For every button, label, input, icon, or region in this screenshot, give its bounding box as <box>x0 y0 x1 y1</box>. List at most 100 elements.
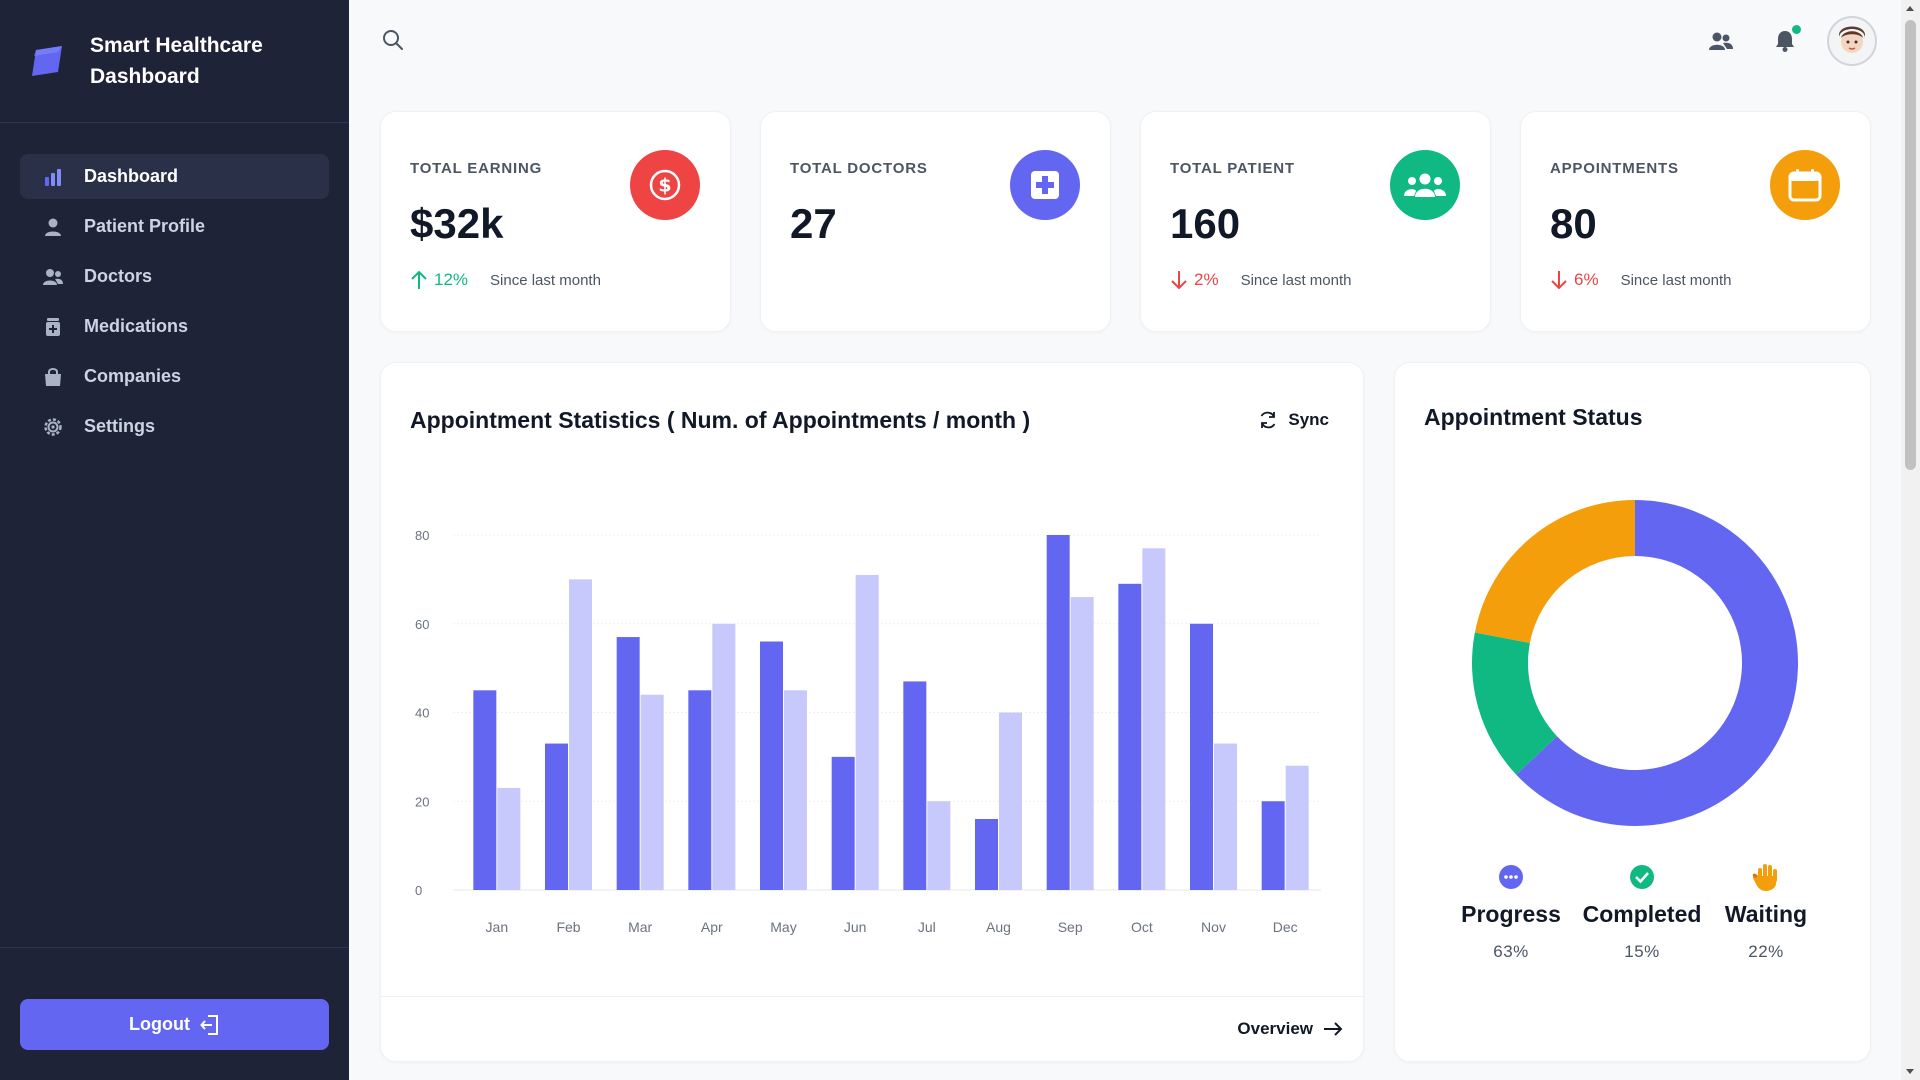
notifications-button[interactable] <box>1763 19 1807 63</box>
stat-change: 2% <box>1194 270 1219 289</box>
shopping-bag-icon <box>42 366 64 388</box>
bar[interactable] <box>999 712 1022 891</box>
donut-slice[interactable] <box>1472 632 1558 775</box>
legend-percent: 15% <box>1624 942 1660 961</box>
x-tick-label: Apr <box>701 919 723 935</box>
bell-icon <box>1776 31 1794 52</box>
sidebar-nav: Dashboard Patient Profile Doctors Medica… <box>20 154 329 454</box>
bar[interactable] <box>975 819 998 890</box>
stat-change: 12% <box>434 270 469 289</box>
bar[interactable] <box>927 801 951 890</box>
user-icon <box>42 216 64 238</box>
x-tick-label: Aug <box>986 919 1011 935</box>
sidebar-item-dashboard[interactable]: Dashboard <box>20 154 329 199</box>
stat-value: 27 <box>790 200 837 247</box>
x-tick-label: Oct <box>1131 919 1153 935</box>
scroll-up-arrow[interactable] <box>1906 6 1914 11</box>
chart-footer: Overview <box>381 996 1365 1063</box>
stat-value: 80 <box>1550 200 1597 247</box>
avatar-image <box>1829 18 1875 64</box>
stat-title: TOTAL DOCTORS <box>790 160 928 177</box>
bar[interactable] <box>1190 623 1213 890</box>
bar[interactable] <box>1261 801 1285 890</box>
bar[interactable] <box>616 637 640 890</box>
sidebar-item-settings[interactable]: Settings <box>20 404 329 449</box>
avatar[interactable] <box>1827 16 1877 66</box>
bar[interactable] <box>855 574 879 890</box>
refresh-icon <box>1261 411 1276 429</box>
arrow-up-icon <box>411 270 427 289</box>
sidebar-item-patient-profile[interactable]: Patient Profile <box>20 204 329 249</box>
bar[interactable] <box>1118 583 1142 890</box>
y-tick-label: 20 <box>415 794 429 809</box>
stat-footer: 12% Since last month <box>410 270 601 290</box>
stat-title: APPOINTMENTS <box>1550 160 1679 177</box>
sidebar-item-label: Settings <box>84 416 156 436</box>
bar[interactable] <box>640 694 664 890</box>
bar[interactable] <box>760 641 783 891</box>
stat-since: Since last month <box>1240 271 1352 289</box>
sidebar-item-medications[interactable]: Medications <box>20 304 329 349</box>
appointment-status-card: Appointment Status Progress 63% Complete… <box>1394 362 1871 1062</box>
bar[interactable] <box>1214 743 1237 890</box>
bar[interactable] <box>712 623 736 890</box>
donut-slice[interactable] <box>1516 500 1798 826</box>
sidebar-item-companies[interactable]: Companies <box>20 354 329 399</box>
notification-dot <box>1792 25 1801 34</box>
stat-title: TOTAL PATIENT <box>1170 160 1295 177</box>
x-tick-label: Nov <box>1201 919 1226 935</box>
bar[interactable] <box>497 787 521 890</box>
y-tick-label: 0 <box>415 883 422 898</box>
overview-link[interactable]: Overview <box>1237 1019 1343 1039</box>
page-scrollbar[interactable] <box>1901 0 1920 1080</box>
brand-title: Smart Healthcare Dashboard <box>90 34 263 88</box>
search-icon[interactable] <box>381 28 405 52</box>
dollar-icon: $ <box>630 150 700 220</box>
dots-icon <box>1497 863 1525 891</box>
y-tick-label: 60 <box>415 617 429 632</box>
appointment-statistics-card: 0 20 40 60 80 Jan Feb Mar Apr May Jun Jul Aug Sep Oct N… <box>380 362 1365 1063</box>
y-tick-label: 80 <box>415 528 429 543</box>
bar[interactable] <box>1285 765 1309 890</box>
logo-icon <box>32 46 62 76</box>
bar[interactable] <box>784 690 807 890</box>
sidebar-item-doctors[interactable]: Doctors <box>20 254 329 299</box>
x-tick-label: Sep <box>1058 919 1083 935</box>
bar[interactable] <box>903 681 927 890</box>
logout-button[interactable]: Logout <box>20 999 329 1050</box>
stat-card-appointments: APPOINTMENTS 80 6% Since last month <box>1520 111 1871 332</box>
arrow-right-icon <box>1324 1022 1343 1036</box>
sync-button[interactable]: Sync <box>1258 410 1329 430</box>
bar[interactable] <box>1142 548 1166 890</box>
legend-percent: 63% <box>1493 942 1529 961</box>
bar[interactable] <box>569 579 592 890</box>
legend-label: Completed <box>1582 901 1702 927</box>
stat-value: 160 <box>1170 200 1241 247</box>
legend-label: Waiting <box>1724 901 1808 927</box>
scroll-down-arrow[interactable] <box>1906 1069 1914 1074</box>
legend-label: Progress <box>1461 901 1561 927</box>
bar[interactable] <box>831 756 855 890</box>
stat-since: Since last month <box>1620 271 1732 289</box>
check-circle-icon <box>1628 863 1656 891</box>
users-button[interactable] <box>1699 19 1743 63</box>
brand: Smart Healthcare Dashboard <box>0 0 349 123</box>
bar[interactable] <box>1046 535 1070 890</box>
donut-slice[interactable] <box>1474 500 1635 643</box>
arrow-down-icon <box>1171 271 1187 290</box>
medical-cross-icon <box>1010 150 1080 220</box>
gear-icon <box>42 416 64 438</box>
sync-label: Sync <box>1288 410 1329 429</box>
bar[interactable] <box>1070 597 1094 890</box>
bar-chart: 0 20 40 60 80 Jan Feb Mar Apr May Jun Jul Aug Sep Oct N… <box>415 528 1321 935</box>
x-tick-label: Jan <box>486 919 509 935</box>
svg-text:$: $ <box>658 175 671 197</box>
overview-label: Overview <box>1237 1019 1313 1038</box>
bar[interactable] <box>545 743 568 890</box>
bar[interactable] <box>473 690 497 890</box>
bar[interactable] <box>688 690 712 890</box>
sidebar-item-label: Companies <box>84 366 182 386</box>
scroll-thumb[interactable] <box>1905 20 1916 470</box>
legend-item-completed: Completed 15% <box>1572 863 1712 962</box>
stat-card-doctors: TOTAL DOCTORS 27 <box>760 111 1111 332</box>
